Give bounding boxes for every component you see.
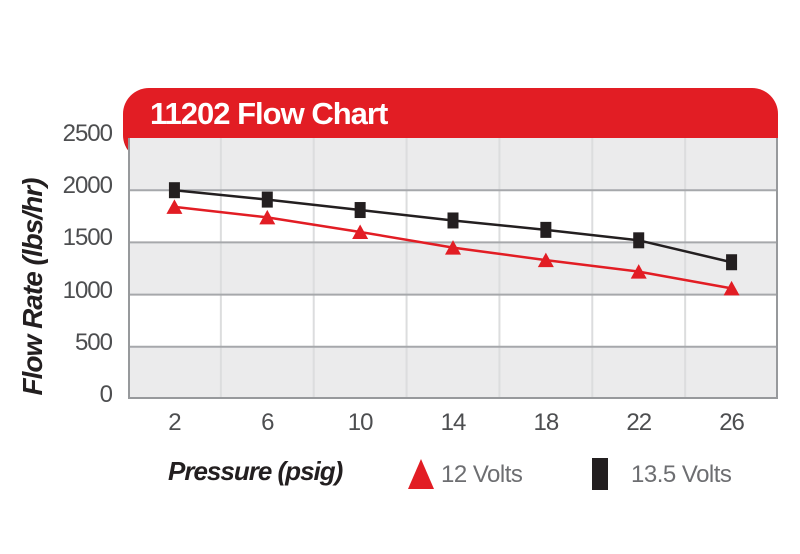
data-point-square — [261, 191, 273, 208]
legend-label-12-volts: 12 Volts — [441, 461, 523, 488]
x-tick-label-26: 26 — [719, 409, 745, 436]
data-point-square — [354, 202, 366, 219]
chart-plot-area — [128, 138, 778, 399]
data-point-triangle — [352, 224, 369, 239]
data-point-triangle — [445, 240, 461, 255]
y-tick-label-2000: 2000 — [62, 172, 113, 200]
data-point-triangle — [630, 264, 647, 279]
data-point-triangle — [166, 199, 183, 214]
plot-band — [128, 294, 778, 347]
y-tick-label-1500: 1500 — [62, 224, 113, 252]
x-tick-label-14: 14 — [440, 409, 467, 436]
data-point-square — [168, 182, 180, 199]
data-point-square — [726, 254, 738, 271]
x-tick-label-2: 2 — [168, 409, 181, 436]
legend-label-13-5-volts: 13.5 Volts — [631, 461, 732, 488]
y-tick-label-2500: 2500 — [62, 120, 113, 147]
x-axis-title: Pressure (psig) — [168, 456, 343, 486]
x-tick-label-10: 10 — [347, 409, 374, 436]
x-tick-label-18: 18 — [533, 409, 559, 436]
plot-band — [128, 346, 778, 399]
legend-square-icon — [592, 458, 608, 490]
y-tick-label-500: 500 — [74, 328, 113, 356]
data-point-square — [540, 221, 552, 238]
data-point-square — [633, 232, 645, 249]
chart-title: 11202 Flow Chart — [150, 96, 388, 131]
data-point-triangle — [537, 252, 554, 268]
x-tick-label-22: 22 — [626, 409, 652, 436]
plot-band — [128, 138, 778, 191]
y-tick-label-0: 0 — [99, 381, 113, 408]
data-point-triangle — [259, 209, 276, 225]
y-tick-label-1000: 1000 — [62, 276, 113, 304]
x-tick-label-6: 6 — [261, 409, 274, 436]
data-point-square — [447, 212, 459, 229]
data-point-triangle — [723, 280, 740, 296]
legend-triangle-icon — [408, 459, 434, 489]
